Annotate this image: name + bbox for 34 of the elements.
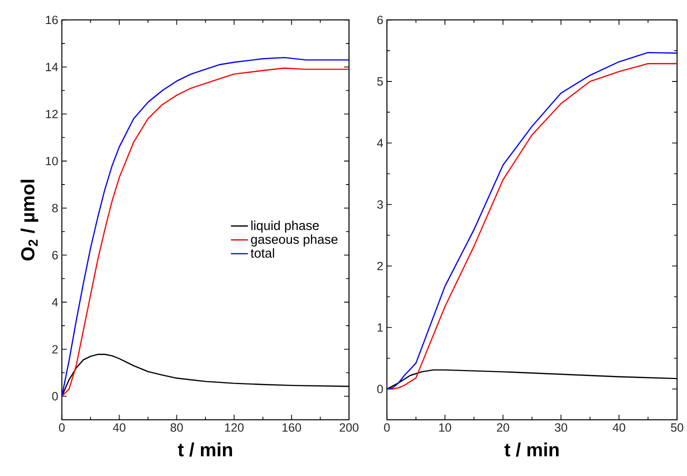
x-tick-label: 40 [112,423,126,432]
x-axis-title: t / min [504,442,559,457]
y-tick-label: 8 [52,204,58,212]
x-tick-label: 200 [340,423,358,432]
y-tick-label: 14 [46,63,58,72]
x-tick-label: 10 [439,423,452,432]
y-tick-label: 3 [377,200,383,209]
y-tick-label: 0 [52,392,58,401]
y-axis-title: O$_{2}$ / µmol [20,180,38,261]
y-tick-label: 10 [46,157,58,166]
x-axis-title: t / min [178,442,232,457]
y-tick-label: 12 [46,110,58,118]
x-tick-label: 50 [670,423,684,432]
y-tick-label: 0 [377,385,383,394]
x-tick-label: 120 [225,423,244,432]
x-tick-label: 0 [58,423,65,432]
y-tick-label: 4 [377,139,384,148]
y-tick-label: 2 [52,345,58,354]
y-tick-label: 6 [52,251,58,260]
y-tick-label: 4 [52,298,58,306]
legend-label: gaseous phase [251,234,338,247]
y-tick-label: 6 [377,16,383,24]
x-tick-label: 160 [282,423,302,432]
y-tick-label: 16 [46,16,58,24]
y-tick-label: 5 [377,77,383,86]
y-tick-label: 2 [377,262,383,270]
x-tick-label: 20 [496,423,510,432]
x-tick-label: 30 [554,423,568,432]
x-tick-label: 80 [170,423,183,432]
x-tick-label: 0 [384,423,390,432]
legend-label: total [250,248,274,258]
x-tick-label: 40 [612,423,626,432]
legend-label: liquid phase [251,220,319,233]
y-tick-label: 1 [378,324,383,332]
